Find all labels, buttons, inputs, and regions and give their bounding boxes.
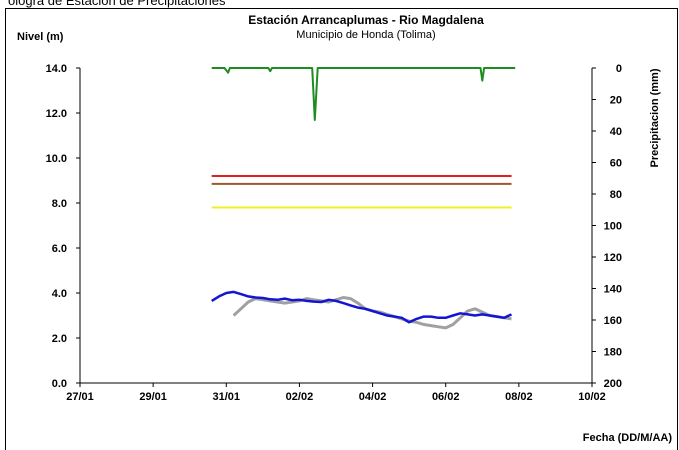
x-tick-label: 31/01 <box>213 391 241 403</box>
y2-tick-label: 160 <box>604 315 622 327</box>
x-tick-label: 06/02 <box>432 391 460 403</box>
observed-series-line <box>211 290 513 324</box>
y2-tick-label: 20 <box>610 95 622 107</box>
y2-tick-label: 140 <box>604 284 622 296</box>
y-tick-label: 0.0 <box>52 378 67 390</box>
chart-subtitle: Municipio de Honda (Tolima) <box>296 29 435 41</box>
threshold-lines <box>211 175 512 209</box>
x-tick-label: 10/02 <box>578 391 606 403</box>
y-tick-label: 12.0 <box>46 108 67 120</box>
y-tick-label: 4.0 <box>52 288 67 300</box>
y2-axis-label: Precipitacion (mm) <box>649 68 661 167</box>
x-tick-label: 29/01 <box>139 391 167 403</box>
y-ticks: 0.0 2.0 4.0 6.0 8.0 10.0 12.0 14.0 <box>46 63 80 390</box>
precipitation-series-line <box>211 67 516 121</box>
x-axis-label: Fecha (DD/M/AA) <box>583 432 673 444</box>
y2-tick-label: 0 <box>616 63 622 75</box>
x-tick-label: 27/01 <box>66 391 94 403</box>
clipped-header-text: ologra de Estación de Precipitaciones <box>8 0 226 8</box>
y-tick-label: 6.0 <box>52 243 67 255</box>
y-tick-label: 8.0 <box>52 198 67 210</box>
forecast-series-line <box>232 296 512 330</box>
chart-title: Estación Arrancaplumas - Rio Magdalena <box>248 13 484 27</box>
y-tick-label: 14.0 <box>46 63 67 75</box>
x-ticks: 27/01 29/01 31/01 02/02 04/02 06/02 08/02 10/02 <box>66 383 606 403</box>
y2-tick-label: 200 <box>604 378 622 390</box>
x-tick-label: 02/02 <box>286 391 314 403</box>
x-tick-label: 04/02 <box>359 391 387 403</box>
y2-tick-label: 60 <box>610 158 622 170</box>
x-tick-label: 08/02 <box>505 391 533 403</box>
y2-tick-label: 100 <box>604 221 622 233</box>
axes <box>79 68 593 384</box>
y2-tick-label: 40 <box>610 126 622 138</box>
y2-tick-label: 80 <box>610 189 622 201</box>
y-tick-label: 2.0 <box>52 333 67 345</box>
y2-tick-label: 120 <box>604 252 622 264</box>
series-lines <box>211 67 516 330</box>
y2-tick-label: 180 <box>604 347 622 359</box>
y-axis-label: Nivel (m) <box>17 31 64 43</box>
chart-frame <box>5 8 678 450</box>
y-tick-label: 10.0 <box>46 153 67 165</box>
y2-ticks: 0 20 40 60 80 100 120 140 160 180 200 <box>592 63 622 390</box>
